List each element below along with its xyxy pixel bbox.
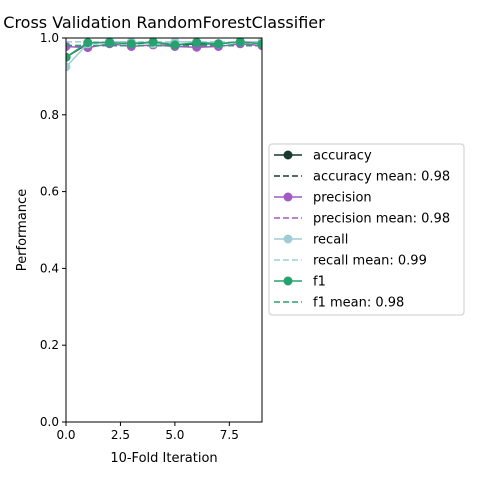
data-point-f1-3 xyxy=(126,39,136,49)
data-point-f1-2 xyxy=(105,38,115,48)
legend-marker-accuracy xyxy=(283,150,293,160)
x-axis-label: 10-Fold Iteration xyxy=(110,451,217,466)
legend-marker-recall xyxy=(283,234,293,244)
data-point-f1-5 xyxy=(170,40,180,50)
series-layer xyxy=(66,38,262,72)
x-tick-label-3: 7.5 xyxy=(220,428,239,442)
y-tick-label-1: 0.2 xyxy=(40,338,59,352)
legend-label-recall: recall xyxy=(313,233,348,248)
data-point-f1-4 xyxy=(148,38,158,47)
legend-label-f1-mean: f1 mean: 0.98 xyxy=(313,296,404,311)
data-point-f1-6 xyxy=(192,38,202,48)
legend-marker-f1 xyxy=(283,276,293,286)
legend-label-accuracy-mean: accuracy mean: 0.98 xyxy=(313,170,450,185)
y-tick-label-0: 0.0 xyxy=(40,415,59,429)
data-point-f1-8 xyxy=(235,38,245,47)
data-point-f1-9 xyxy=(257,39,262,49)
legend: accuracy accuracy mean: 0.98 precision prec… xyxy=(268,143,465,316)
series-line-f1 xyxy=(66,41,262,58)
legend-label-accuracy: accuracy xyxy=(313,149,372,164)
x-tick-label-2: 5.0 xyxy=(165,428,184,442)
y-tick-label-4: 0.8 xyxy=(40,108,59,122)
legend-label-precision-mean: precision mean: 0.98 xyxy=(313,212,450,227)
y-axis: 0.0 0.2 0.4 0.6 0.8 1.0 xyxy=(40,31,66,429)
y-tick-label-5: 1.0 xyxy=(40,31,59,45)
x-tick-label-0: 0.0 xyxy=(56,428,75,442)
legend-label-recall-mean: recall mean: 0.99 xyxy=(313,254,427,269)
x-tick-label-1: 2.5 xyxy=(111,428,130,442)
data-point-f1-7 xyxy=(213,39,223,49)
legend-box xyxy=(268,143,465,316)
data-point-f1-0 xyxy=(66,52,71,62)
legend-items: accuracy accuracy mean: 0.98 precision prec… xyxy=(274,149,450,311)
x-axis: 0.0 2.5 5.0 7.5 xyxy=(56,422,239,442)
legend-label-f1: f1 xyxy=(313,275,326,290)
plot-area xyxy=(65,37,263,423)
data-point-f1-1 xyxy=(83,38,93,48)
legend-label-precision: precision xyxy=(313,191,372,206)
y-axis-label: Performance xyxy=(15,189,30,271)
plot-frame xyxy=(65,37,263,423)
data-point-precision-0 xyxy=(66,41,71,51)
y-tick-label-3: 0.6 xyxy=(40,185,59,199)
legend-marker-precision xyxy=(283,192,293,202)
y-tick-label-2: 0.4 xyxy=(40,261,59,275)
chart-title: Cross Validation RandomForestClassifier xyxy=(3,13,325,32)
data-point-recall-0 xyxy=(66,62,71,72)
plot-background xyxy=(66,38,262,422)
